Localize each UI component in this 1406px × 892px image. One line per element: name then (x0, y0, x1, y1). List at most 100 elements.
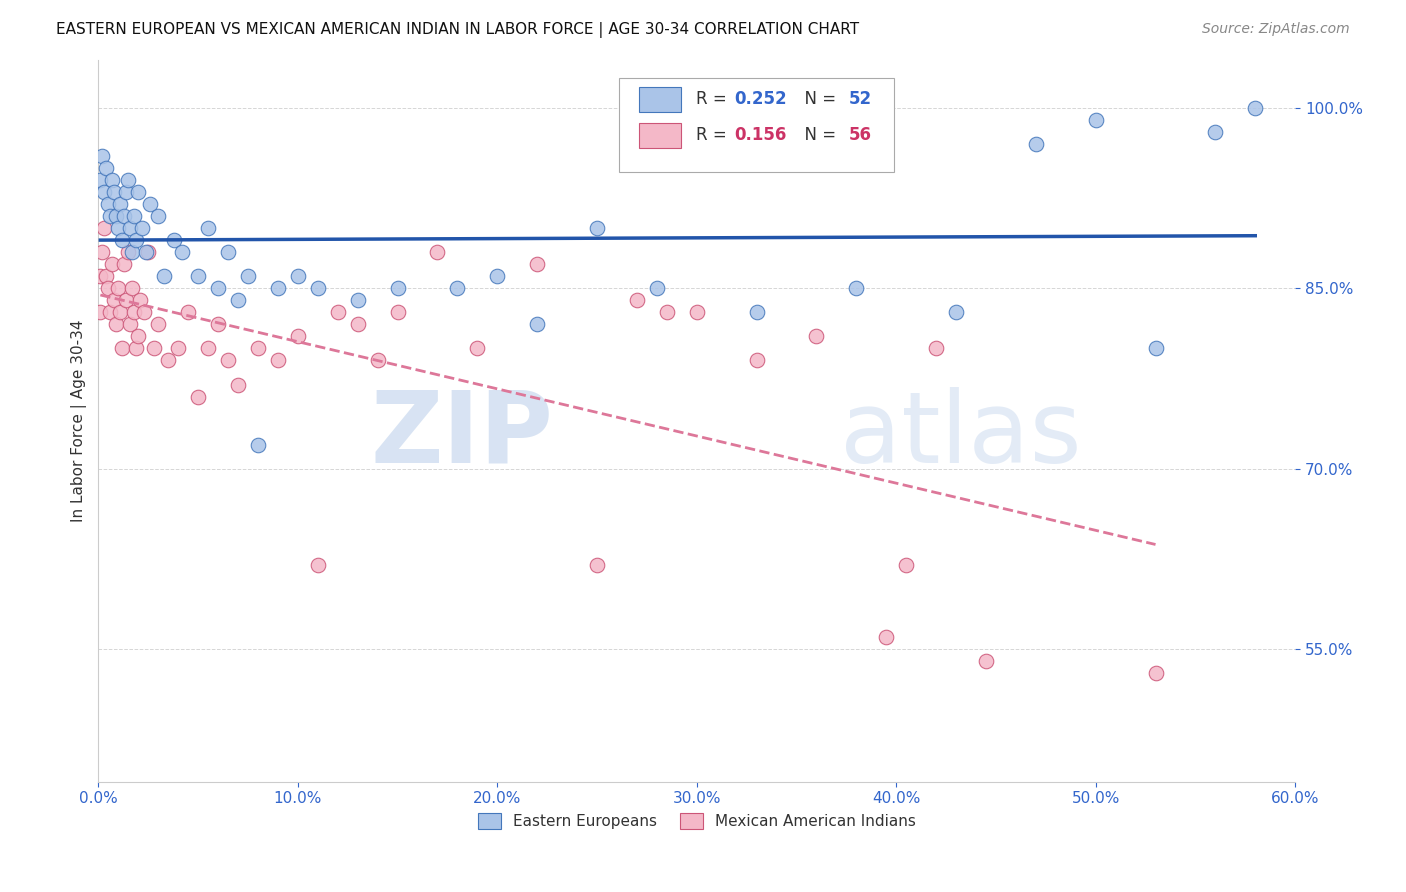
Point (125, 342, 148, 356)
Point (103, 185, 125, 199)
Point (93, 221, 115, 235)
Text: R =: R = (696, 127, 731, 145)
Point (426, 245, 449, 260)
Point (172, 245, 194, 260)
Point (207, 318, 229, 332)
Point (226, 377, 249, 392)
Point (246, 342, 269, 356)
Point (89, 173, 111, 187)
Point (136, 245, 159, 260)
Point (97, 197, 120, 211)
Text: EASTERN EUROPEAN VS MEXICAN AMERICAN INDIAN IN LABOR FORCE | AGE 30-34 CORRELATI: EASTERN EUROPEAN VS MEXICAN AMERICAN IND… (56, 22, 859, 38)
Point (89, 305, 111, 319)
Point (187, 390, 209, 404)
Point (217, 353, 239, 368)
Point (326, 305, 349, 319)
Point (217, 245, 239, 260)
Point (287, 269, 309, 284)
Point (112, 209, 135, 223)
Point (157, 353, 180, 368)
Point (655, 305, 678, 319)
Text: 56: 56 (849, 127, 872, 145)
Point (187, 269, 209, 284)
Point (1144, 666, 1167, 681)
Point (177, 305, 200, 319)
Bar (640, 87, 681, 112)
Point (1204, 125, 1226, 139)
Bar (640, 123, 681, 148)
FancyBboxPatch shape (619, 78, 894, 171)
Point (446, 281, 468, 295)
Point (163, 233, 186, 247)
Point (236, 269, 259, 284)
Point (207, 281, 229, 295)
Point (267, 353, 290, 368)
Y-axis label: In Labor Force | Age 30-34: In Labor Force | Age 30-34 (72, 319, 87, 522)
Point (98, 209, 121, 223)
Point (875, 630, 897, 644)
Point (115, 185, 138, 199)
Point (131, 221, 153, 235)
Point (153, 269, 176, 284)
Point (101, 173, 124, 187)
Point (197, 221, 219, 235)
Point (120, 221, 142, 235)
Point (103, 293, 125, 308)
Text: R =: R = (696, 90, 731, 108)
Text: N =: N = (794, 90, 841, 108)
Point (107, 281, 129, 295)
Point (896, 558, 918, 572)
Point (135, 245, 157, 260)
Point (307, 281, 329, 295)
Point (197, 342, 219, 356)
Point (526, 257, 548, 271)
Point (526, 318, 548, 332)
Point (148, 209, 170, 223)
Point (686, 305, 709, 319)
Point (127, 329, 149, 343)
Point (148, 318, 170, 332)
Point (806, 329, 828, 343)
Point (267, 281, 290, 295)
Point (1084, 112, 1107, 127)
Point (115, 293, 138, 308)
Point (467, 342, 489, 356)
Point (121, 281, 143, 295)
Point (387, 281, 409, 295)
Point (367, 353, 389, 368)
Point (96, 161, 118, 175)
Point (1144, 342, 1167, 356)
Text: N =: N = (794, 127, 841, 145)
Point (111, 342, 134, 356)
Point (101, 257, 124, 271)
Point (745, 353, 768, 368)
Legend: Eastern Europeans, Mexican American Indians: Eastern Europeans, Mexican American Indi… (471, 807, 922, 836)
Point (226, 293, 249, 308)
Point (645, 281, 668, 295)
Point (110, 305, 132, 319)
Point (96, 269, 118, 284)
Point (626, 293, 648, 308)
Point (98, 305, 121, 319)
Point (346, 293, 368, 308)
Point (120, 318, 142, 332)
Point (117, 173, 139, 187)
Text: 0.252: 0.252 (734, 90, 786, 108)
Point (387, 305, 409, 319)
Point (91, 245, 114, 260)
Point (122, 209, 145, 223)
Point (1025, 136, 1047, 151)
Point (346, 318, 368, 332)
Point (97, 281, 120, 295)
Point (122, 305, 145, 319)
Point (845, 281, 868, 295)
Point (925, 342, 948, 356)
Point (307, 558, 329, 572)
Point (139, 197, 162, 211)
Point (134, 305, 156, 319)
Point (121, 245, 143, 260)
Point (112, 257, 135, 271)
Text: 52: 52 (849, 90, 872, 108)
Point (127, 185, 149, 199)
Point (125, 233, 148, 247)
